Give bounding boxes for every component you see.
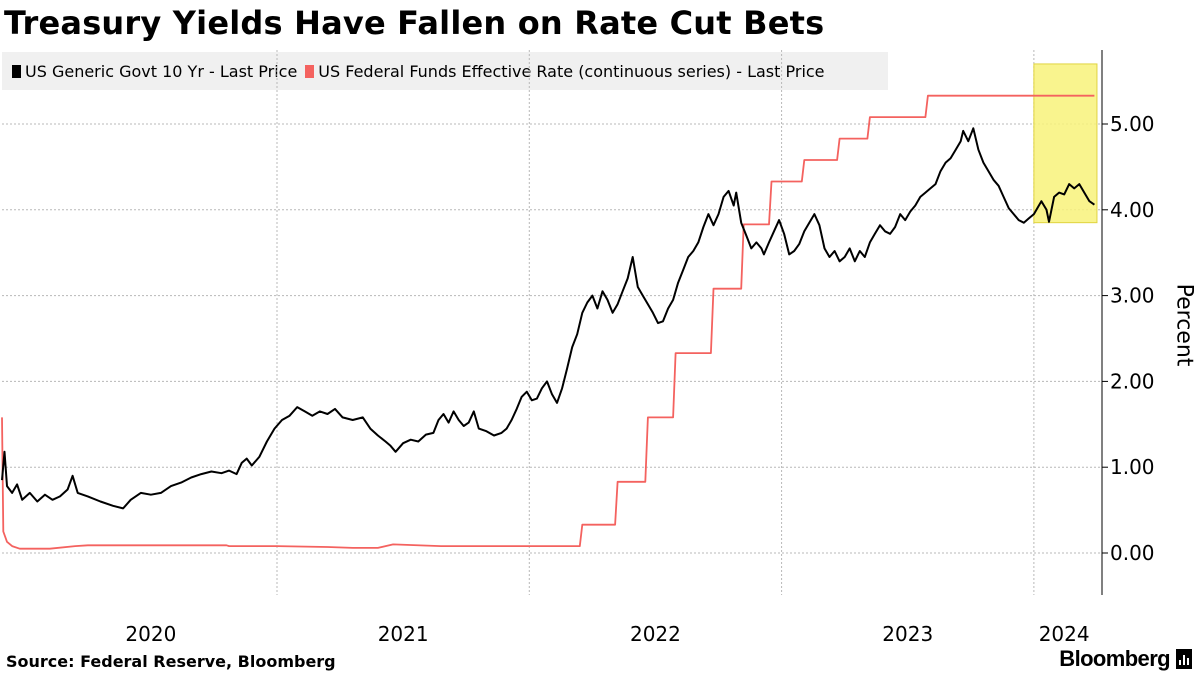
legend-label-fed-funds: US Federal Funds Effective Rate (continu… xyxy=(318,61,825,81)
series-layer xyxy=(1,94,1095,550)
y-tick-label: 5.00 xyxy=(1110,112,1155,136)
y-tick-label: 4.00 xyxy=(1110,198,1155,222)
series-line-fed-funds xyxy=(1,94,1095,550)
y-tick-label: 1.00 xyxy=(1110,455,1155,479)
x-tick-label: 2020 xyxy=(125,622,176,646)
legend-swatch-10yr xyxy=(12,64,21,78)
source-note: Source: Federal Reserve, Bloomberg xyxy=(6,652,336,671)
legend-swatch-fed-funds xyxy=(305,64,315,78)
y-tick-label: 3.00 xyxy=(1110,284,1155,308)
x-tick-label: 2022 xyxy=(630,622,681,646)
legend-label-10yr: US Generic Govt 10 Yr - Last Price xyxy=(25,61,298,81)
x-tick-label: 2023 xyxy=(882,622,933,646)
brand-wordmark: Bloomberg xyxy=(1059,646,1170,671)
y-tick-label: 0.00 xyxy=(1110,541,1155,565)
legend-item-10yr: US Generic Govt 10 Yr - Last Price xyxy=(12,62,297,81)
x-tick-label: 2021 xyxy=(378,622,429,646)
chart-title: Treasury Yields Have Fallen on Rate Cut … xyxy=(4,4,825,42)
x-tick-label: 2024 xyxy=(1039,622,1090,646)
y-tick-label: 2.00 xyxy=(1110,369,1155,393)
grid-layer xyxy=(2,50,1102,595)
bar-chart-icon xyxy=(1176,649,1192,669)
bloomberg-logo: Bloomberg xyxy=(1059,646,1192,672)
series-line-10yr xyxy=(1,127,1095,510)
y-axis-title: Percent xyxy=(1171,283,1197,367)
legend-item-fed-funds: US Federal Funds Effective Rate (continu… xyxy=(305,61,825,81)
chart-legend: US Generic Govt 10 Yr - Last Price US Fe… xyxy=(2,52,888,90)
axes-layer: 0.00 1.00 2.00 3.00 4.00 5.00 2020 2021 2022 2023… xyxy=(125,50,1155,646)
